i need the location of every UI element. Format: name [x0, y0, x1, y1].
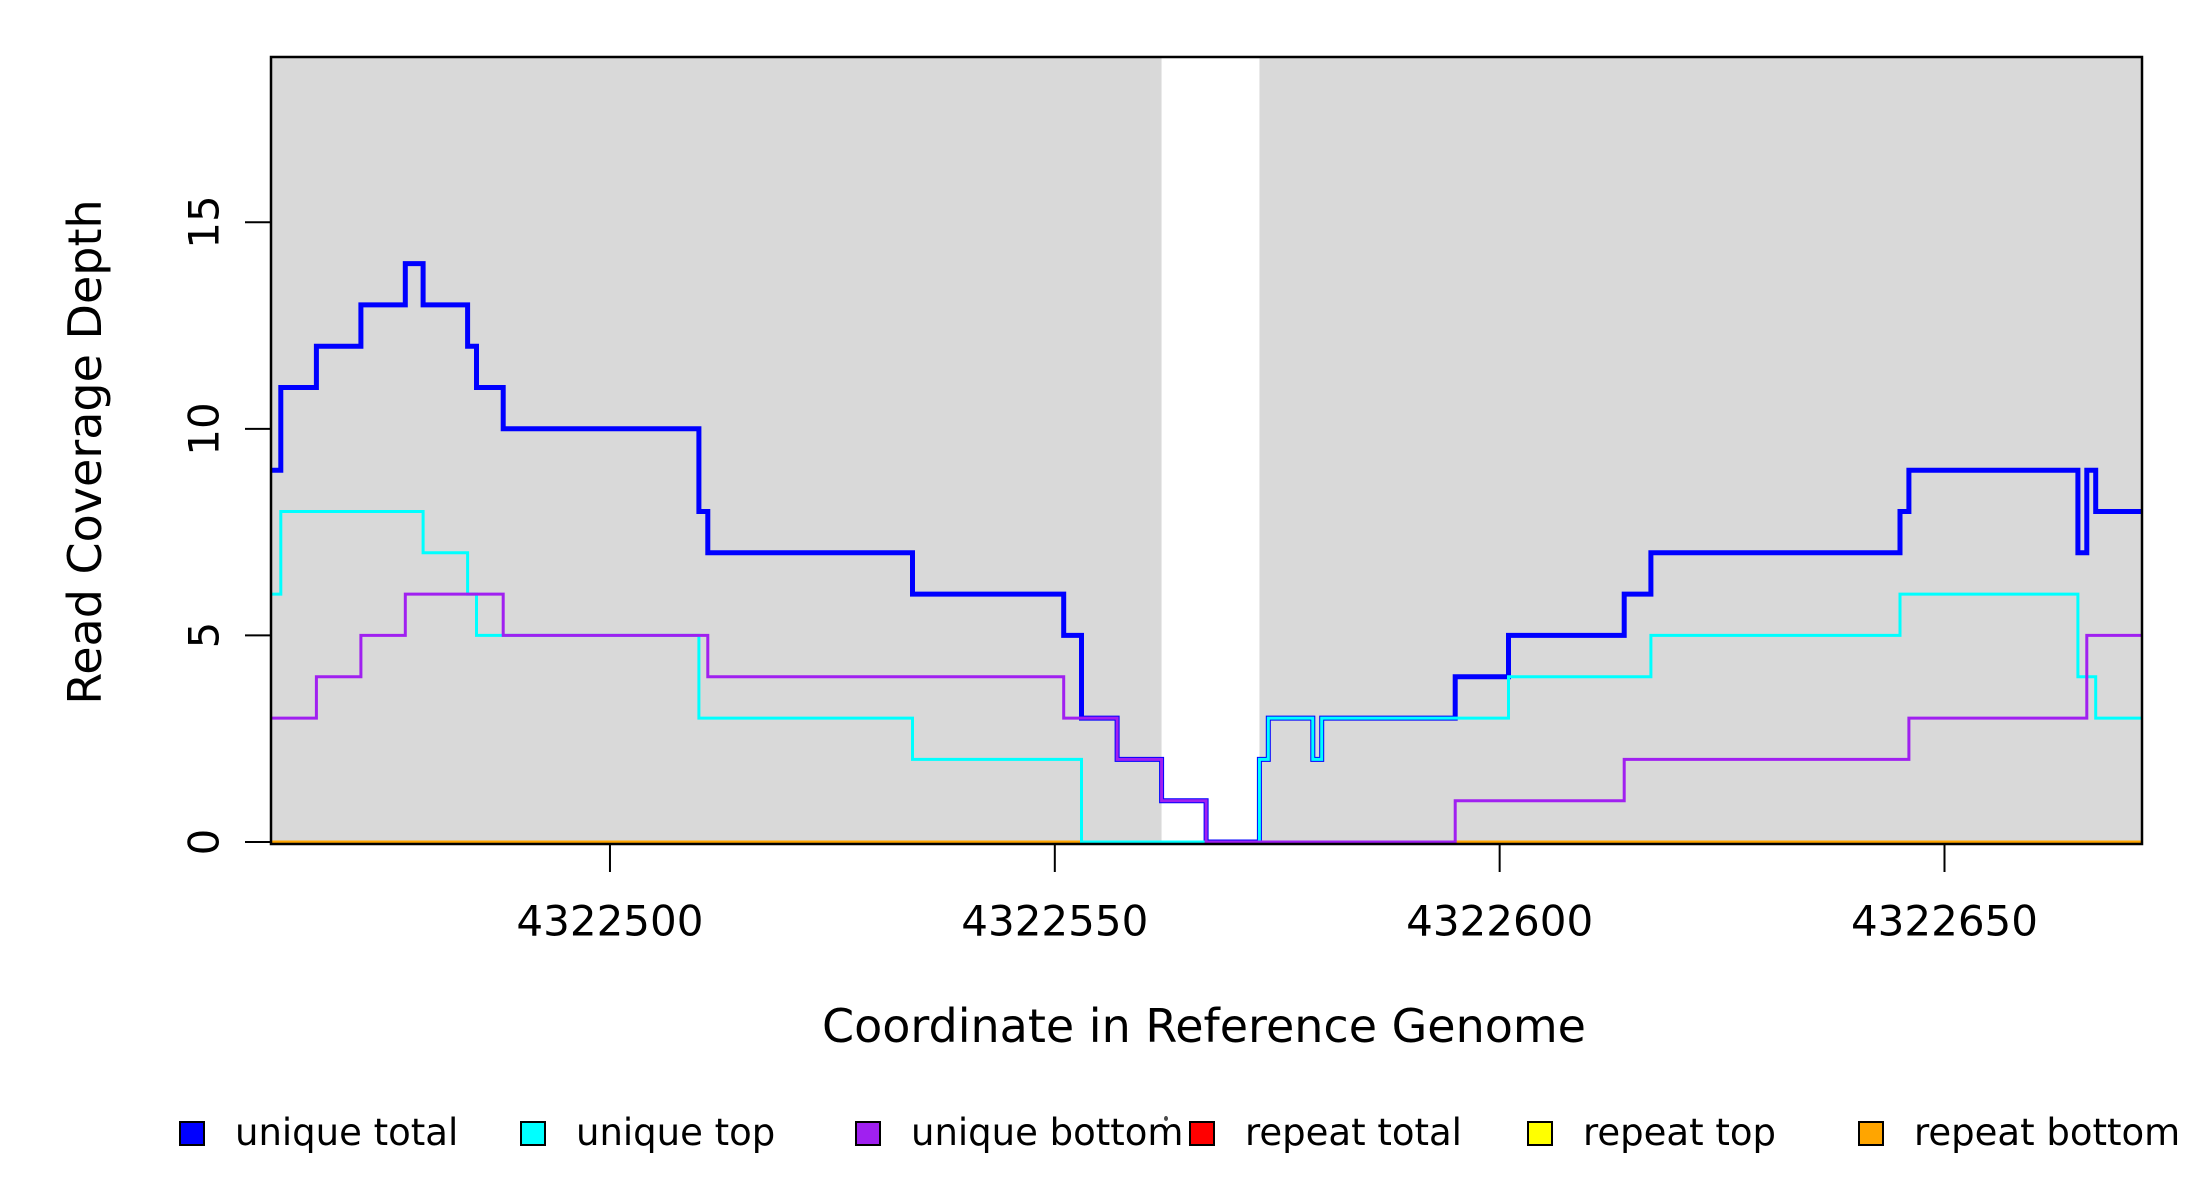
legend-swatch-icon	[1527, 1120, 1553, 1146]
y-tick-label: 15	[179, 195, 229, 249]
x-tick-label: 4322550	[961, 896, 1149, 946]
legend-item-unique-top: unique top	[520, 1111, 776, 1154]
legend-label: unique top	[576, 1111, 776, 1154]
legend-item-unique-total: unique total	[179, 1111, 459, 1154]
legend-swatch-icon	[1858, 1120, 1884, 1146]
y-tick-label: 5	[179, 622, 229, 649]
legend-label: repeat bottom	[1914, 1111, 2181, 1154]
series-unique-bottom	[271, 592, 2142, 844]
legend-swatch-icon	[855, 1120, 881, 1146]
x-tick-label: 4322650	[1850, 896, 2039, 946]
plot-border	[269, 55, 2144, 846]
plot-background-right	[1259, 57, 2142, 844]
x-tick-label: 4322600	[1406, 896, 1594, 946]
legend-label: repeat top	[1583, 1111, 1776, 1154]
legend-swatch-icon	[179, 1120, 205, 1146]
y-tick-label: 10	[179, 402, 229, 456]
legend-item-repeat-total: repeat total	[1189, 1111, 1462, 1154]
stray-mark	[1164, 1116, 1168, 1121]
series-unique-top	[271, 510, 2142, 844]
legend-label: unique total	[235, 1111, 459, 1154]
y-tick-label: 0	[179, 828, 229, 856]
legend-item-unique-bottom: unique bottom	[855, 1111, 1184, 1154]
legend-swatch-icon	[1189, 1120, 1215, 1146]
legend-item-repeat-top: repeat top	[1527, 1111, 1776, 1154]
legend-label: unique bottom	[911, 1111, 1184, 1154]
y-axis-title: Read Coverage Depth	[58, 199, 112, 705]
plot-background-left	[271, 57, 1162, 844]
legend-swatch-icon	[520, 1120, 546, 1146]
legend-label: repeat total	[1245, 1111, 1462, 1154]
x-axis-title: Coordinate in Reference Genome	[822, 999, 1586, 1053]
x-tick-label: 4322500	[516, 896, 704, 946]
legend-item-repeat-bottom: repeat bottom	[1858, 1111, 2181, 1154]
